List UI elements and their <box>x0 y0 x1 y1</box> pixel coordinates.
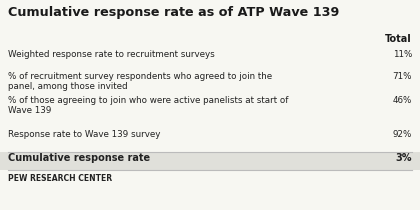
Bar <box>0 152 420 170</box>
Text: Response rate to Wave 139 survey: Response rate to Wave 139 survey <box>8 130 160 139</box>
Text: Total: Total <box>385 34 412 44</box>
Text: 71%: 71% <box>393 72 412 81</box>
Text: 92%: 92% <box>393 130 412 139</box>
Text: 3%: 3% <box>396 153 412 163</box>
Text: 46%: 46% <box>393 96 412 105</box>
Text: % of those agreeing to join who were active panelists at start of
Wave 139: % of those agreeing to join who were act… <box>8 96 289 116</box>
Text: Cumulative response rate as of ATP Wave 139: Cumulative response rate as of ATP Wave … <box>8 6 339 19</box>
Text: PEW RESEARCH CENTER: PEW RESEARCH CENTER <box>8 174 112 183</box>
Text: Weighted response rate to recruitment surveys: Weighted response rate to recruitment su… <box>8 50 215 59</box>
Text: % of recruitment survey respondents who agreed to join the
panel, among those in: % of recruitment survey respondents who … <box>8 72 272 91</box>
Text: 11%: 11% <box>393 50 412 59</box>
Text: Cumulative response rate: Cumulative response rate <box>8 153 150 163</box>
